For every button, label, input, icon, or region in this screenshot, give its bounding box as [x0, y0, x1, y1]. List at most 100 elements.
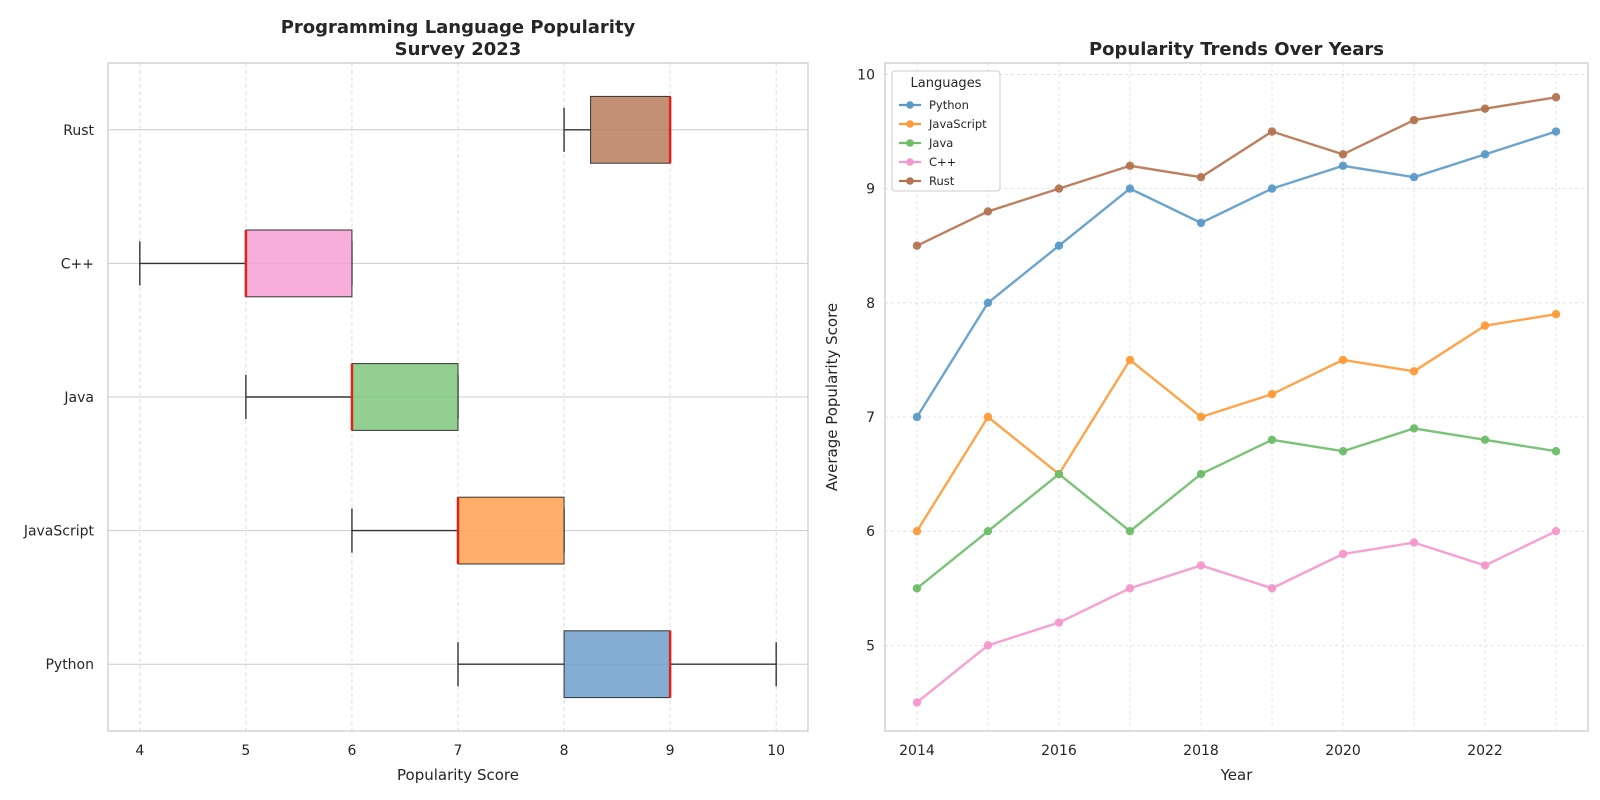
box-python	[563, 630, 671, 699]
plot-area	[885, 63, 1588, 731]
box-java	[351, 363, 459, 431]
data-point-rust	[1054, 184, 1064, 193]
y-tick-label: Rust	[63, 123, 94, 139]
data-point-rust	[1196, 172, 1206, 182]
legend-label-java: Java	[928, 136, 953, 150]
data-point-python	[983, 298, 993, 307]
y-tick-label: 8	[866, 296, 875, 312]
data-point-cpp	[1267, 584, 1277, 593]
data-point-rust	[1551, 93, 1561, 102]
data-point-java	[983, 526, 993, 536]
data-point-rust	[1409, 115, 1419, 125]
line-chart: 2014 2016 2018 2020 2022 5 6 7 8 9 10 Year Average P…	[823, 39, 1589, 784]
legend-marker-rust	[906, 177, 914, 185]
x-tick-label: 10	[767, 743, 785, 759]
data-point-rust	[1267, 127, 1277, 136]
data-point-java	[1409, 424, 1419, 433]
y-tick-label: 7	[866, 410, 875, 426]
data-point-javascript	[1196, 412, 1206, 422]
data-point-cpp	[1409, 538, 1419, 547]
x-tick-label: 2014	[899, 743, 935, 759]
legend-label-cpp: C++	[929, 155, 956, 169]
box-plot-chart: 4 5 6 7 8 9 10 Python JavaScript Java C++ Rust Popul…	[23, 17, 809, 784]
x-tick-label: 6	[347, 743, 356, 759]
data-point-cpp	[983, 641, 993, 650]
data-point-python	[912, 412, 922, 422]
box-cpp	[245, 229, 353, 298]
data-point-java	[1125, 526, 1135, 536]
x-tick-label: 2018	[1183, 743, 1219, 759]
data-point-java	[1267, 435, 1277, 445]
box-javascript	[457, 496, 565, 565]
data-point-cpp	[1125, 584, 1135, 593]
y-tick-label: 9	[866, 182, 875, 198]
data-point-javascript	[1267, 389, 1277, 399]
legend-marker-javascript	[906, 120, 914, 128]
x-tick-label: 8	[560, 743, 569, 759]
data-point-rust	[1125, 161, 1135, 170]
y-axis-label: Average Popularity Score	[823, 303, 841, 491]
data-point-rust	[983, 207, 993, 216]
x-axis-label: Popularity Score	[397, 766, 519, 784]
series-line-java	[916, 427, 1557, 590]
plot-frame	[107, 62, 809, 732]
series-line-rust	[916, 96, 1557, 247]
data-point-rust	[1338, 150, 1348, 159]
legend-label-javascript: JavaScript	[928, 117, 987, 131]
data-point-python	[1480, 150, 1490, 159]
x-tick-label: 9	[666, 743, 675, 759]
data-point-java	[1480, 435, 1490, 445]
series-line-cpp	[916, 530, 1557, 704]
data-point-cpp	[1338, 549, 1348, 559]
data-point-javascript	[912, 526, 922, 536]
data-point-cpp	[912, 698, 922, 707]
legend-label-rust: Rust	[929, 174, 955, 188]
x-tick-label: 7	[454, 743, 463, 759]
data-point-cpp	[1480, 561, 1490, 570]
data-point-python	[1196, 218, 1206, 228]
data-point-rust	[912, 241, 922, 250]
data-point-javascript	[1480, 321, 1490, 330]
data-point-javascript	[1125, 355, 1135, 365]
data-point-cpp	[1551, 526, 1561, 536]
legend-marker-python	[906, 101, 914, 109]
legend-title: Languages	[911, 76, 982, 91]
chart-title: Programming Language Popularity	[281, 17, 636, 38]
legend-label-python: Python	[929, 98, 969, 112]
data-point-python	[1125, 184, 1135, 193]
data-point-javascript	[983, 412, 993, 422]
series-line-python	[915, 130, 1557, 418]
data-point-rust	[1480, 104, 1490, 113]
y-tick-label: JavaScript	[23, 524, 95, 540]
data-point-java	[912, 584, 922, 593]
data-point-java	[1338, 447, 1348, 456]
box-rust	[590, 95, 671, 164]
data-point-javascript	[1409, 367, 1419, 376]
x-tick-label: 4	[135, 743, 144, 759]
x-tick-label: 2020	[1325, 743, 1361, 759]
y-tick-label: Java	[63, 390, 94, 406]
y-tick-label: Python	[45, 657, 94, 673]
chart-title: Survey 2023	[395, 39, 522, 60]
data-point-python	[1409, 172, 1419, 182]
y-tick-label: C++	[61, 256, 94, 272]
data-point-python	[1338, 161, 1348, 170]
data-point-java	[1054, 469, 1064, 479]
x-tick-label: 2022	[1467, 743, 1503, 759]
plot-frame	[884, 62, 1589, 732]
y-tick-label: 6	[866, 524, 875, 540]
series-line-javascript	[915, 313, 1557, 532]
data-point-cpp	[1196, 561, 1206, 570]
x-tick-label: 2016	[1041, 743, 1077, 759]
data-point-python	[1054, 241, 1064, 250]
y-tick-label: 5	[866, 638, 875, 654]
legend-marker-java	[906, 139, 914, 147]
data-point-python	[1267, 184, 1277, 193]
legend-marker-cpp	[906, 158, 914, 166]
data-point-javascript	[1338, 355, 1348, 365]
data-point-java	[1196, 469, 1206, 479]
data-point-javascript	[1551, 310, 1561, 319]
data-point-python	[1551, 127, 1561, 136]
chart-title: Popularity Trends Over Years	[1089, 39, 1384, 60]
